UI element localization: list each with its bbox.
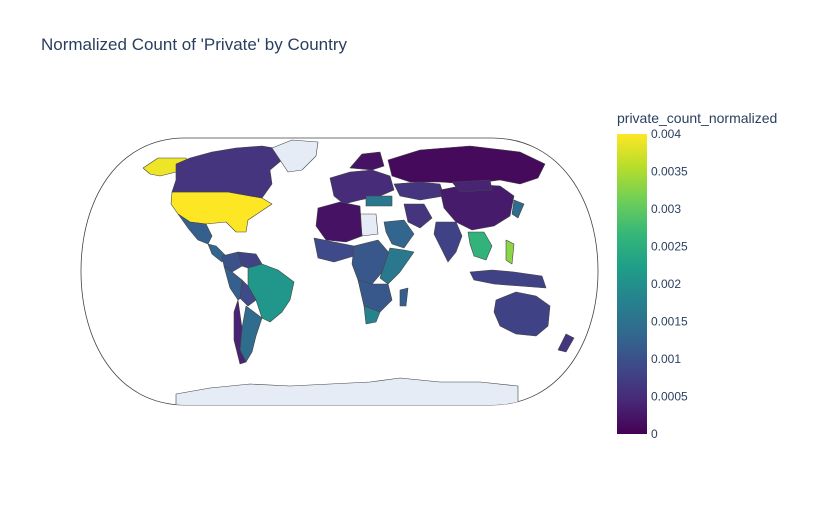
region-iran[interactable]: Iran (403, 203, 433, 229)
region-colombia[interactable]: Colombia (221, 251, 243, 273)
region-india[interactable]: India (433, 221, 463, 263)
colorbar: private_count_normalized 0 0.0005 0.001 0.0… (617, 110, 777, 441)
region-new-zealand[interactable]: New Zealand (557, 333, 575, 353)
region-south-africa[interactable]: South Africa (363, 305, 381, 325)
colorbar-title: private_count_normalized (617, 110, 777, 126)
country-shapes: United StatesAlaskaCanadaGreenlandMexico… (142, 139, 575, 406)
region-russia[interactable]: Russia (387, 145, 546, 185)
colorbar-tick-label: 0.004 (651, 127, 681, 141)
colorbar-tick-label: 0.0015 (651, 315, 688, 329)
region-east-africa[interactable]: East Africa (379, 247, 415, 285)
region-mongolia[interactable]: Mongolia (451, 179, 493, 193)
colorbar-tick-label: 0.002 (651, 277, 681, 291)
colorbar-tick-label: 0.0025 (651, 240, 688, 254)
colorbar-ticks: 0 0.0005 0.001 0.0015 0.002 0.0025 0.003 0.0035… (651, 127, 688, 441)
map-area: United StatesAlaskaCanadaGreenlandMexico… (80, 137, 599, 406)
region-turkey[interactable]: Turkey (365, 195, 393, 207)
region-saudi-arabia[interactable]: Saudi Arabia (383, 219, 415, 249)
colorbar-tick-label: 0.0005 (651, 390, 688, 404)
colorbar-tick-label: 0.003 (651, 202, 681, 216)
colorbar-tick-label: 0.001 (651, 352, 681, 366)
region-bolivia[interactable]: Bolivia (239, 279, 257, 307)
region-australia[interactable]: Australia (493, 291, 551, 337)
region-philippines[interactable]: Philippines (505, 239, 515, 265)
colorbar-tick-label: 0 (651, 427, 658, 441)
region-north-africa[interactable]: North Africa (315, 201, 363, 243)
region-chile[interactable]: Chile (233, 299, 247, 365)
region-greenland[interactable]: Greenland (271, 139, 319, 173)
region-egypt[interactable]: Egypt (359, 213, 379, 237)
region-mexico[interactable]: Mexico (177, 213, 213, 245)
region-madagascar[interactable]: Madagascar (399, 287, 409, 307)
region-scandinavia[interactable]: Scandinavia (349, 151, 385, 171)
region-indonesia[interactable]: Indonesia (469, 269, 547, 289)
region-canada[interactable]: Canada (171, 145, 287, 199)
region-southeast-asia[interactable]: Southeast Asia (467, 231, 493, 261)
region-central-africa[interactable]: Central Africa (351, 239, 391, 285)
colorbar-gradient (617, 134, 647, 434)
chart-title: Normalized Count of 'Private' by Country (41, 35, 348, 54)
region-europe[interactable]: Europe (329, 169, 395, 205)
colorbar-tick-label: 0.0035 (651, 165, 688, 179)
region-japan[interactable]: Japan (511, 199, 525, 219)
region-antarctica[interactable]: Antarctica (175, 377, 519, 406)
